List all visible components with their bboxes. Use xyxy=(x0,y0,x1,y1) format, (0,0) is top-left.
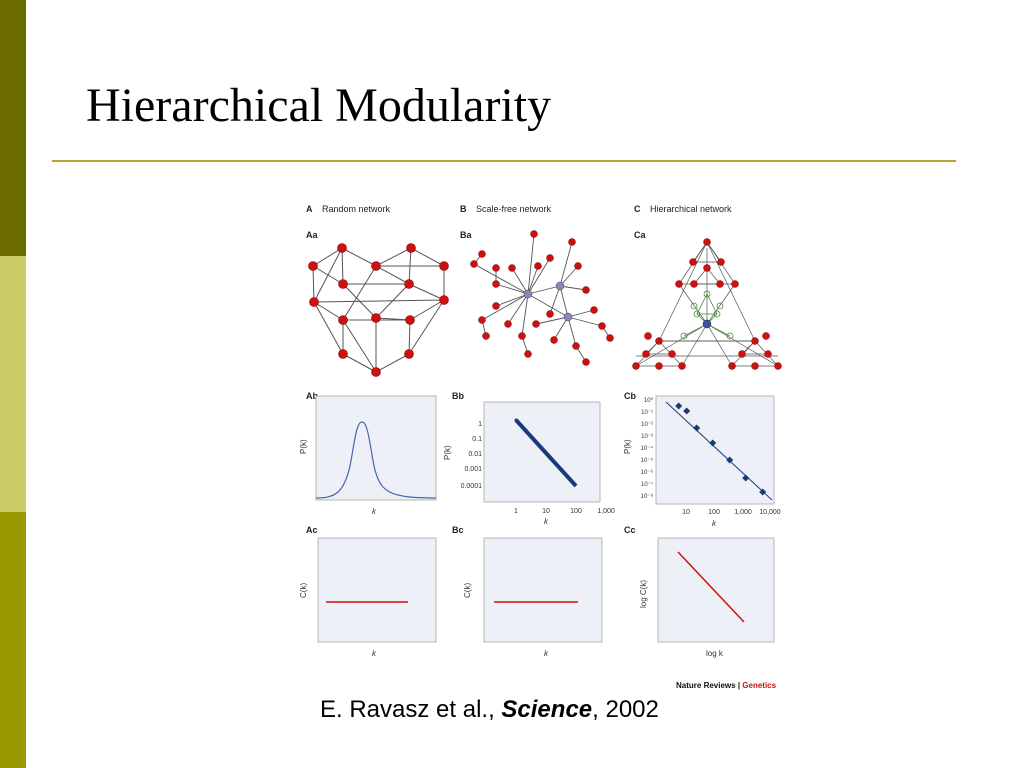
cb-ytick-0: 10⁰ xyxy=(644,397,654,404)
citation-journal: Science xyxy=(501,696,593,723)
panel-label-cc: Cc xyxy=(624,525,636,535)
ab-xlabel: k xyxy=(372,507,377,516)
title-divider xyxy=(52,160,956,162)
sidebar-block-mid xyxy=(0,512,26,768)
random-clustering-chart: C(k) k xyxy=(299,537,437,658)
network-figure: A Random network B Scale-free network C … xyxy=(296,196,810,694)
cb-ytick-7: 10⁻⁷ xyxy=(641,481,653,488)
cb-xtick-100: 100 xyxy=(708,509,720,516)
cb-ytick-3: 10⁻³ xyxy=(641,434,653,440)
hierarchical-clustering-chart: log C(k) log k xyxy=(639,537,775,658)
col-c-title: Hierarchical network xyxy=(650,204,732,214)
citation-year: , 2002 xyxy=(592,696,659,723)
panel-label-bc: Bc xyxy=(452,525,464,535)
ab-ylabel: P(k) xyxy=(299,439,308,454)
panel-label-ac: Ac xyxy=(306,525,318,535)
panel-label-bb: Bb xyxy=(452,391,464,401)
figure-svg: A Random network B Scale-free network C … xyxy=(299,204,782,690)
cc-ylabel: log C(k) xyxy=(639,580,648,608)
panel-label-ba: Ba xyxy=(460,230,472,240)
hierarchical-degree-distribution-chart: 10⁰ 10⁻¹ 10⁻² 10⁻³ 10⁻⁴ 10⁻⁵ 10⁻⁶ 10⁻⁷ 1… xyxy=(623,395,781,528)
cb-ylabel: P(k) xyxy=(623,439,632,454)
decreasing-clustering-line xyxy=(677,551,745,623)
cb-xtick-10000: 10,000 xyxy=(759,509,781,516)
col-a-letter: A xyxy=(306,204,313,214)
credit-section: Genetics xyxy=(742,681,776,690)
gaussian-curve xyxy=(315,421,437,499)
col-a-title: Random network xyxy=(322,204,391,214)
credit-journal: Nature Reviews xyxy=(676,681,736,690)
ac-xlabel: k xyxy=(372,649,377,658)
cb-ytick-6: 10⁻⁶ xyxy=(641,469,654,476)
cb-xlabel: k xyxy=(712,519,717,528)
cb-ytick-4: 10⁻⁴ xyxy=(641,445,654,452)
cc-xlabel: log k xyxy=(706,649,724,658)
citation: E. Ravasz et al., Science, 2002 xyxy=(320,696,659,724)
citation-authors: E. Ravasz et al., xyxy=(320,696,502,723)
bb-ytick-0.0001: 0.0001 xyxy=(461,483,483,490)
bb-xtick-100: 100 xyxy=(570,508,582,515)
bc-xlabel: k xyxy=(544,649,549,658)
scale-free-network-diagram xyxy=(470,230,614,366)
random-degree-distribution-chart: P(k) k xyxy=(299,395,437,516)
panel-label-cb: Cb xyxy=(624,391,636,401)
slide-title: Hierarchical Modularity xyxy=(86,79,552,132)
sidebar-block-light xyxy=(0,256,26,512)
col-b-letter: B xyxy=(460,204,467,214)
credit-separator: | xyxy=(736,681,743,690)
bb-xlabel: k xyxy=(544,517,549,526)
cb-ytick-8: 10⁻⁸ xyxy=(641,493,654,500)
bb-ytick-0.1: 0.1 xyxy=(472,436,482,443)
random-network-diagram xyxy=(308,243,449,377)
bb-xtick-1000: 1,000 xyxy=(597,508,615,515)
col-c-letter: C xyxy=(634,204,641,214)
cb-ytick-2: 10⁻² xyxy=(641,422,653,428)
cb-ytick-5: 10⁻⁵ xyxy=(641,457,654,464)
col-b-title: Scale-free network xyxy=(476,204,552,214)
panel-label-aa: Aa xyxy=(306,230,318,240)
cb-xtick-10: 10 xyxy=(682,509,690,516)
ac-ylabel: C(k) xyxy=(299,583,308,598)
scale-free-degree-distribution-chart: 1 0.1 0.01 0.001 0.0001 1 10 100 1,000 P… xyxy=(443,401,615,526)
bb-ytick-0.001: 0.001 xyxy=(464,466,482,473)
bb-ylabel: P(k) xyxy=(443,445,452,460)
bb-xtick-1: 1 xyxy=(514,508,518,515)
sidebar-stripe xyxy=(0,0,26,768)
sidebar-block-dark xyxy=(0,0,26,256)
cb-xtick-1000: 1,000 xyxy=(734,509,752,516)
bb-ytick-1: 1 xyxy=(478,421,482,428)
panel-label-ab: Ab xyxy=(306,391,318,401)
panel-label-ca: Ca xyxy=(634,230,646,240)
figure-credit: Nature Reviews | Genetics xyxy=(676,681,777,690)
bc-ylabel: C(k) xyxy=(463,583,472,598)
scale-free-clustering-chart: C(k) k xyxy=(463,537,603,658)
bb-xtick-10: 10 xyxy=(542,508,550,515)
bb-ytick-0.01: 0.01 xyxy=(468,451,482,458)
hierarchical-network-diagram xyxy=(632,238,782,370)
cb-ytick-1: 10⁻¹ xyxy=(641,410,653,416)
